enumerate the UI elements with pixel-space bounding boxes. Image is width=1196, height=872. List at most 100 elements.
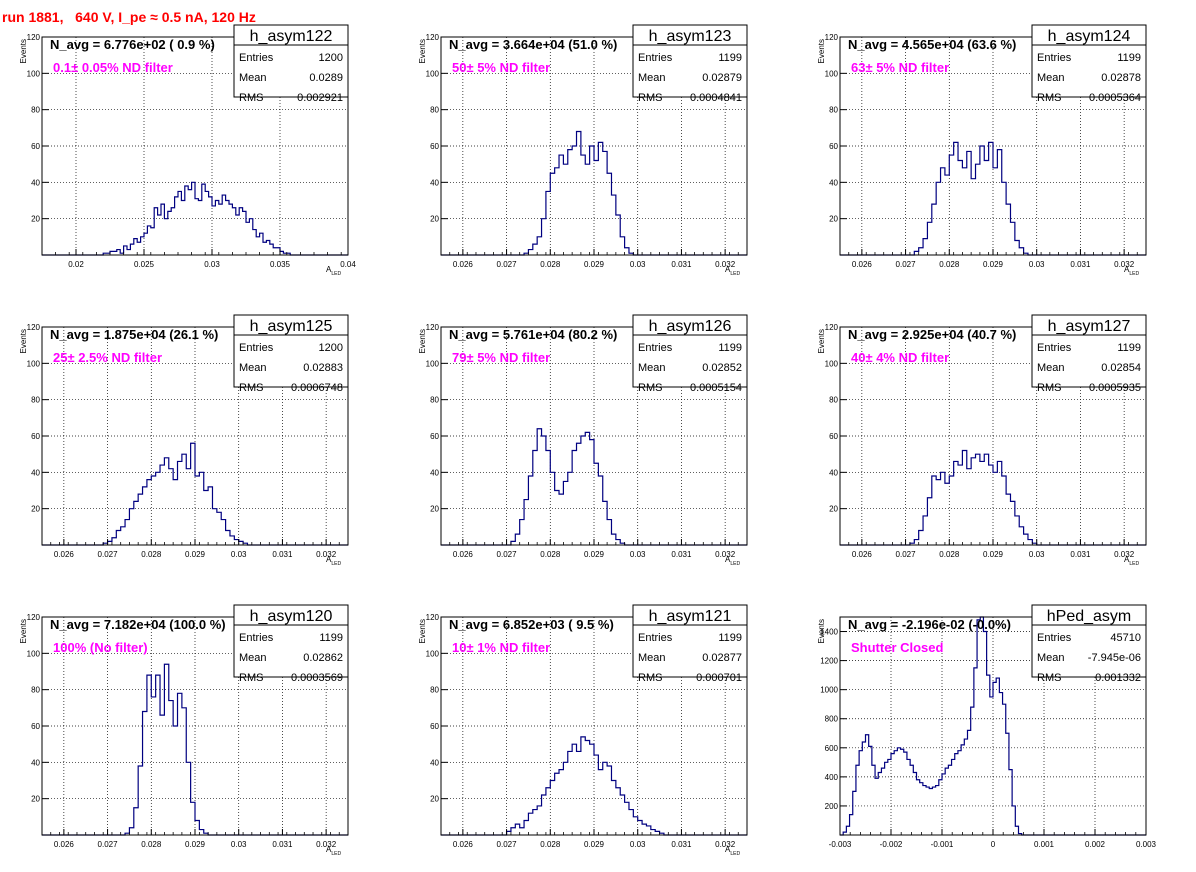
x-tick-label: 0.026: [54, 550, 75, 559]
x-tick-label: 0.025: [134, 260, 155, 269]
stats-label: Entries: [638, 632, 673, 644]
y-tick-label: 400: [825, 773, 839, 782]
y-tick-label: 120: [426, 33, 440, 42]
y-tick-label: 20: [430, 505, 439, 514]
x-tick-label: -0.001: [931, 840, 954, 849]
y-tick-label: 120: [27, 323, 41, 332]
histogram-title: N_avg = 6.852e+03 ( 9.5 %): [449, 617, 614, 632]
x-tick-label: 0.029: [584, 260, 605, 269]
y-tick-label: 20: [31, 505, 40, 514]
histogram-title: N_avg = 3.664e+04 (51.0 %): [449, 37, 617, 52]
stats-value: 0.0004841: [690, 92, 742, 104]
y-tick-label: 40: [31, 758, 40, 767]
stats-label: Mean: [239, 362, 267, 374]
x-tick-label: 0.029: [185, 550, 206, 559]
y-tick-label: 60: [430, 432, 439, 441]
y-tick-label: 120: [27, 613, 41, 622]
filter-annotation: 40± 4% ND filter: [851, 350, 949, 365]
x-tick-label: 0.032: [715, 550, 736, 559]
stats-value: 0.02877: [702, 652, 742, 664]
y-axis-label: Events: [817, 619, 826, 643]
y-axis-label: Events: [19, 329, 28, 353]
x-tick-label: 0.003: [1136, 840, 1157, 849]
filter-annotation: Shutter Closed: [851, 640, 944, 655]
histogram-title: N_avg = -2.196e-02 (-0.0%): [848, 617, 1011, 632]
stats-box: [632, 24, 748, 98]
x-tick-label: 0.026: [453, 550, 474, 559]
stats-value: 1199: [1117, 52, 1141, 64]
stats-box: [1031, 604, 1147, 678]
x-tick-label: 0.032: [1114, 550, 1135, 559]
y-tick-label: 120: [825, 33, 839, 42]
x-tick-label: 0.027: [98, 550, 119, 559]
stats-value: 1200: [319, 52, 343, 64]
y-tick-label: 100: [825, 69, 839, 78]
stats-value: 45710: [1110, 632, 1141, 644]
y-axis-label: Events: [817, 329, 826, 353]
y-tick-label: 40: [31, 468, 40, 477]
y-tick-label: 60: [430, 142, 439, 151]
page-title: run 1881, 640 V, I_pe ≈ 0.5 nA, 120 Hz: [2, 9, 256, 25]
x-tick-label: 0.035: [270, 260, 291, 269]
x-tick-label: 0.029: [584, 840, 605, 849]
y-tick-label: 60: [31, 142, 40, 151]
stats-box: [1031, 314, 1147, 388]
stats-box: [233, 604, 349, 678]
stats-label: Mean: [638, 362, 666, 374]
x-tick-label: 0.031: [671, 550, 692, 559]
x-tick-label: 0.028: [939, 550, 960, 559]
y-tick-label: 120: [426, 323, 440, 332]
x-tick-label: -0.003: [829, 840, 852, 849]
stats-label: RMS: [239, 672, 263, 684]
y-tick-label: 60: [829, 142, 838, 151]
x-tick-label: 0.029: [983, 550, 1004, 559]
x-tick-label: 0.032: [715, 260, 736, 269]
x-tick-label: 0.028: [939, 260, 960, 269]
stats-value: 0.0005935: [1089, 382, 1141, 394]
x-tick-label: 0.026: [852, 260, 873, 269]
x-tick-label: 0.03: [1029, 550, 1045, 559]
filter-annotation: 100% (No filter): [53, 640, 148, 655]
x-tick-label: 0.031: [272, 840, 293, 849]
x-tick-label: 0.027: [896, 260, 917, 269]
stats-label: RMS: [638, 92, 662, 104]
y-tick-label: 100: [426, 359, 440, 368]
stats-box-name: h_asym126: [649, 318, 732, 335]
stats-value: 1199: [319, 632, 343, 644]
stats-label: Mean: [638, 652, 666, 664]
histogram-title: N_avg = 5.761e+04 (80.2 %): [449, 327, 617, 342]
x-tick-label: 0.026: [453, 840, 474, 849]
stats-label: Entries: [1037, 632, 1072, 644]
y-tick-label: 600: [825, 744, 839, 753]
stats-box: [632, 604, 748, 678]
x-tick-label: 0.031: [671, 840, 692, 849]
histogram-panel-h_asym125: 0.026 0.027 0.028 0.029 0.03 0.031 0.032 20 40 60…: [19, 314, 349, 567]
stats-value: 1199: [718, 342, 742, 354]
stats-box-name: h_asym122: [250, 28, 333, 45]
x-tick-label: 0.027: [497, 260, 518, 269]
stats-box-name: h_asym124: [1048, 28, 1131, 45]
stats-label: RMS: [1037, 92, 1061, 104]
x-axis-label: ALED: [1124, 265, 1139, 277]
x-tick-label: 0.03: [630, 550, 646, 559]
histogram-title: N_avg = 7.182e+04 (100.0 %): [50, 617, 226, 632]
x-tick-label: 0.026: [54, 840, 75, 849]
y-tick-label: 800: [825, 715, 839, 724]
histogram-title: N_avg = 6.776e+02 ( 0.9 %): [50, 37, 215, 52]
y-tick-label: 120: [825, 323, 839, 332]
y-tick-label: 200: [825, 802, 839, 811]
stats-value: 1199: [718, 52, 742, 64]
histogram-title: N_avg = 4.565e+04 (63.6 %): [848, 37, 1016, 52]
y-axis-label: Events: [19, 39, 28, 63]
stats-box-name: h_asym120: [250, 608, 333, 625]
stats-label: RMS: [1037, 382, 1061, 394]
stats-label: Entries: [239, 342, 274, 354]
y-tick-label: 100: [426, 69, 440, 78]
y-tick-label: 100: [27, 69, 41, 78]
stats-label: RMS: [638, 672, 662, 684]
x-tick-label: 0.029: [983, 260, 1004, 269]
x-axis-label: ALED: [725, 265, 740, 277]
histogram-line: [840, 449, 1146, 546]
x-tick-label: 0.002: [1085, 840, 1106, 849]
histogram-panel-h_asym122: 0.02 0.025 0.03 0.035 0.04 20 40 60 80 100 120Even…: [19, 24, 356, 277]
